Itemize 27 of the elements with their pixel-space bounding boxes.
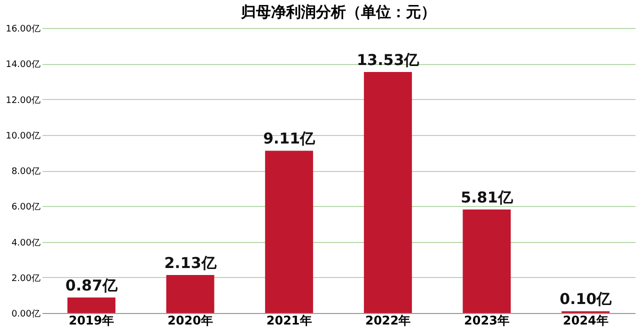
- x-tick-label: 2022年: [365, 314, 411, 328]
- y-tick-label: 14.00亿: [6, 59, 40, 70]
- text: 9.11亿: [263, 130, 316, 148]
- bar: [67, 298, 116, 313]
- y-tick-label: 0.00亿: [11, 308, 40, 320]
- y-tick-label: 16.00亿: [6, 24, 40, 34]
- text: 0.10亿: [560, 290, 612, 308]
- x-tick-label: 2020年: [168, 314, 213, 328]
- y-tick-label: 2.00亿: [11, 272, 40, 284]
- x-tick-label: 2023年: [464, 314, 510, 328]
- text: 0.87亿: [65, 276, 118, 295]
- y-tick-label: 12.00亿: [6, 94, 40, 106]
- y-tick-label: 8.00亿: [11, 166, 40, 177]
- bar: [265, 150, 314, 313]
- chart-title: 归母净利润分析（单位：元）: [240, 3, 436, 21]
- x-tick-label: 2019年: [68, 314, 114, 328]
- y-tick-label: 4.00亿: [11, 237, 40, 248]
- bar: [364, 72, 412, 313]
- text: 5.81亿: [460, 188, 513, 207]
- text: 13.53亿: [356, 50, 420, 69]
- bar: [462, 210, 511, 313]
- x-tick-label: 2024年: [562, 314, 608, 328]
- bar: [166, 275, 214, 313]
- y-tick-label: 10.00亿: [6, 130, 40, 142]
- x-tick-label: 2021年: [266, 314, 312, 328]
- text: 2.13亿: [164, 254, 216, 272]
- y-tick-label: 6.00亿: [11, 202, 40, 213]
